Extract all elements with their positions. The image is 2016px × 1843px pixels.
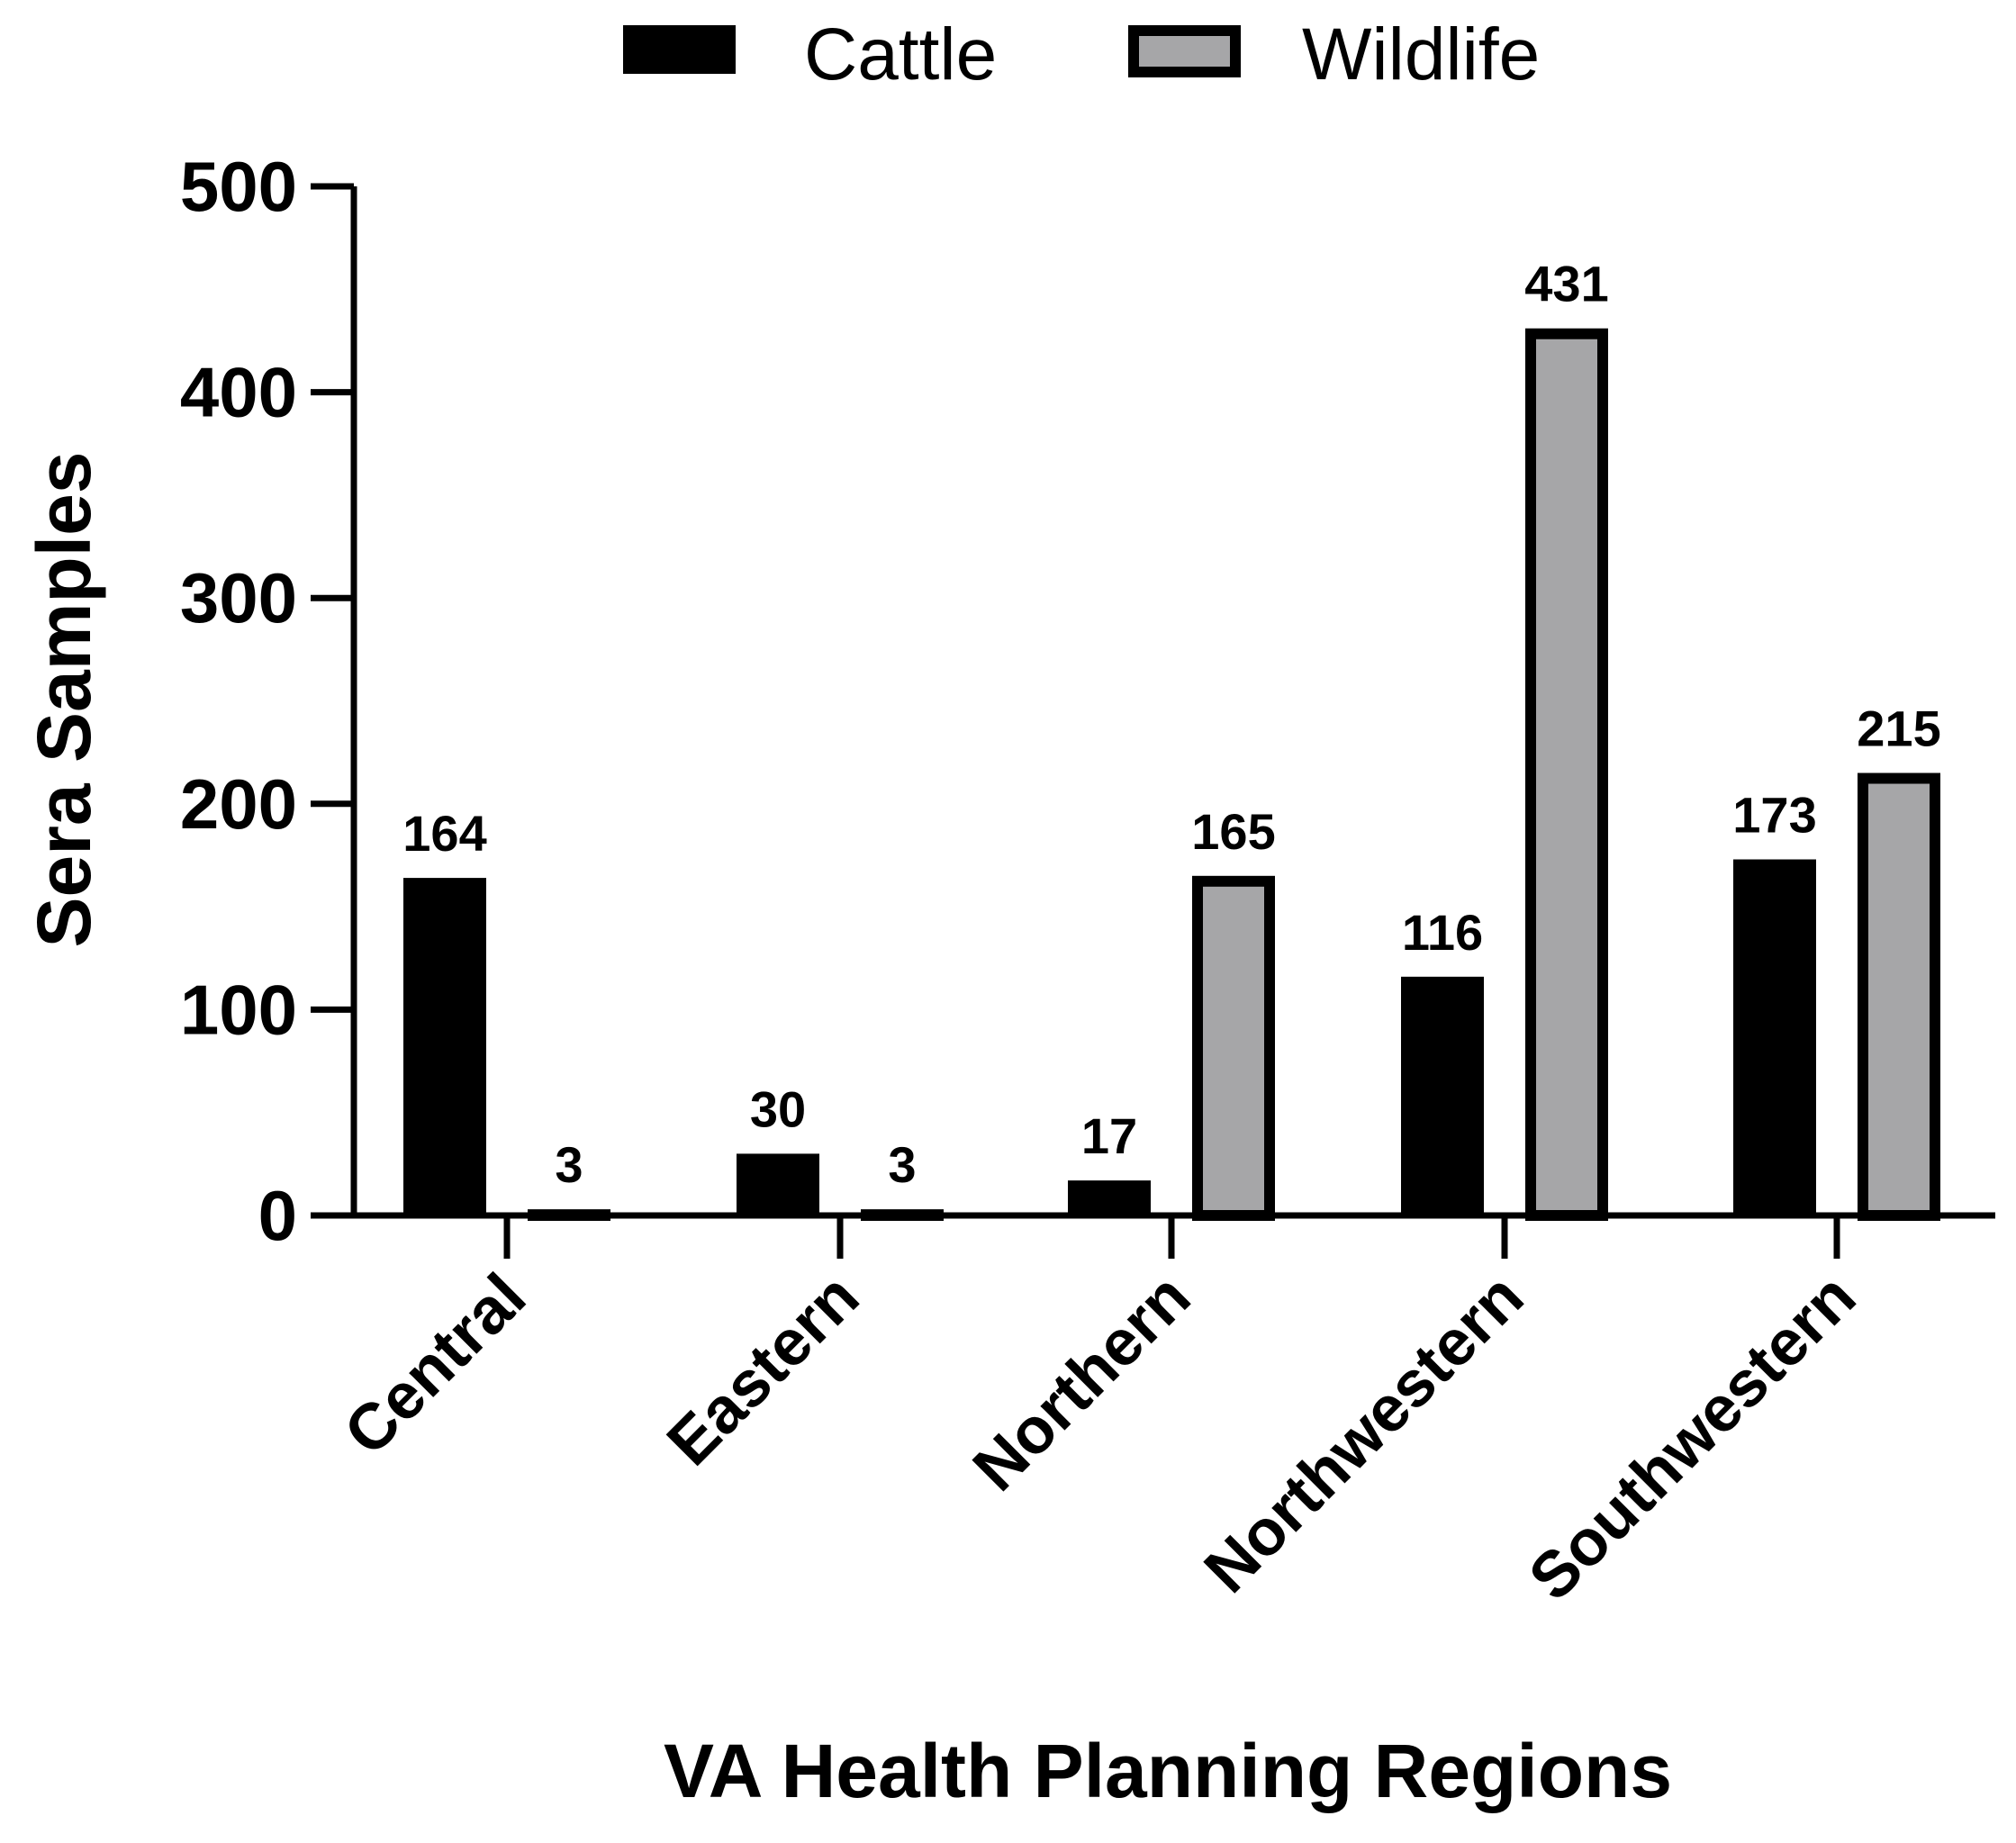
y-axis-title: Sera Samples	[22, 451, 106, 947]
bar-cattle-northern	[1068, 1180, 1151, 1215]
data-label-cattle-northwestern: 116	[1402, 904, 1483, 961]
data-label-cattle-central: 164	[402, 805, 486, 862]
bar-cattle-southwestern	[1733, 859, 1816, 1215]
x-axis-title: VA Health Planning Regions	[664, 1729, 1672, 1813]
bar-cattle-eastern	[737, 1153, 819, 1215]
data-label-wildlife-central: 3	[555, 1136, 583, 1193]
y-tick-label-100: 100	[180, 970, 297, 1049]
bar-wildlife-southwestern	[1858, 772, 1940, 1221]
legend-swatch-cattle	[623, 25, 736, 74]
bar-cattle-central	[403, 878, 486, 1215]
data-label-wildlife-eastern: 3	[888, 1136, 916, 1193]
bar-wildlife-northern	[1192, 875, 1275, 1221]
legend-label-cattle: Cattle	[804, 14, 997, 95]
data-label-cattle-eastern: 30	[750, 1080, 806, 1137]
x-tick-label-central: Central	[330, 1260, 539, 1469]
y-tick-label-200: 200	[180, 764, 297, 844]
bar-cattle-northwestern	[1401, 976, 1484, 1215]
data-label-cattle-northern: 17	[1081, 1107, 1137, 1164]
x-tick-label-northwestern: Northwestern	[1191, 1260, 1538, 1607]
y-tick-label-0: 0	[258, 1176, 297, 1255]
bars-group: 164 30 17 116 173 3 3 165 431 215	[402, 256, 1941, 1221]
data-label-wildlife-southwestern: 215	[1857, 700, 1940, 757]
legend-swatch-wildlife	[1128, 25, 1241, 77]
y-tick-label-400: 400	[180, 353, 297, 432]
y-tick-label-300: 300	[180, 558, 297, 637]
bar-wildlife-northwestern	[1525, 328, 1608, 1221]
x-tick-label-northern: Northern	[960, 1260, 1205, 1505]
legend-label-wildlife: Wildlife	[1302, 14, 1540, 95]
x-tick-label-southwestern: Southwestern	[1515, 1260, 1869, 1614]
legend: Cattle Wildlife	[623, 14, 1540, 95]
x-tick-label-eastern: Eastern	[654, 1260, 872, 1479]
data-label-cattle-southwestern: 173	[1732, 787, 1816, 844]
data-label-wildlife-northern: 165	[1191, 803, 1275, 860]
data-label-wildlife-northwestern: 431	[1524, 256, 1608, 312]
y-tick-label-500: 500	[180, 147, 297, 226]
